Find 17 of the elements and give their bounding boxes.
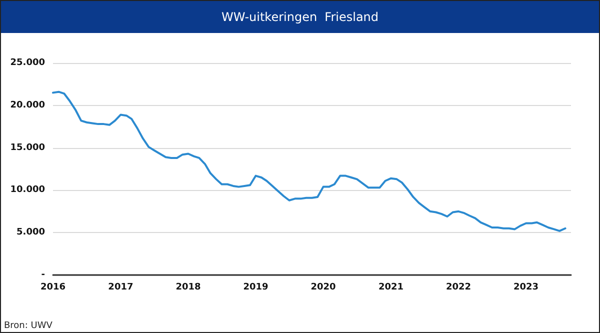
- y-tick-label: 20.000: [10, 100, 45, 110]
- y-tick-label: -: [41, 270, 46, 280]
- line-series: [52, 90, 566, 232]
- x-tick-label: 2017: [108, 282, 134, 292]
- x-tick-label: 2023: [514, 282, 539, 292]
- y-tick-label: 5.000: [16, 228, 45, 238]
- y-tick-label: 10.000: [10, 185, 45, 196]
- x-tick-label: 2021: [378, 282, 404, 292]
- x-tick-label: 2020: [310, 282, 336, 292]
- chart-title: WW-uitkeringen Friesland: [1, 1, 599, 33]
- y-tick-label: 15.000: [10, 142, 45, 153]
- x-tick-label: 2018: [176, 282, 201, 292]
- x-tick-label: 2016: [40, 282, 66, 292]
- y-tick-label: 25.000: [10, 58, 45, 68]
- text: Bron: UWV: [4, 321, 52, 331]
- x-tick-label: 2022: [446, 282, 472, 292]
- x-tick-label: 2019: [243, 282, 268, 292]
